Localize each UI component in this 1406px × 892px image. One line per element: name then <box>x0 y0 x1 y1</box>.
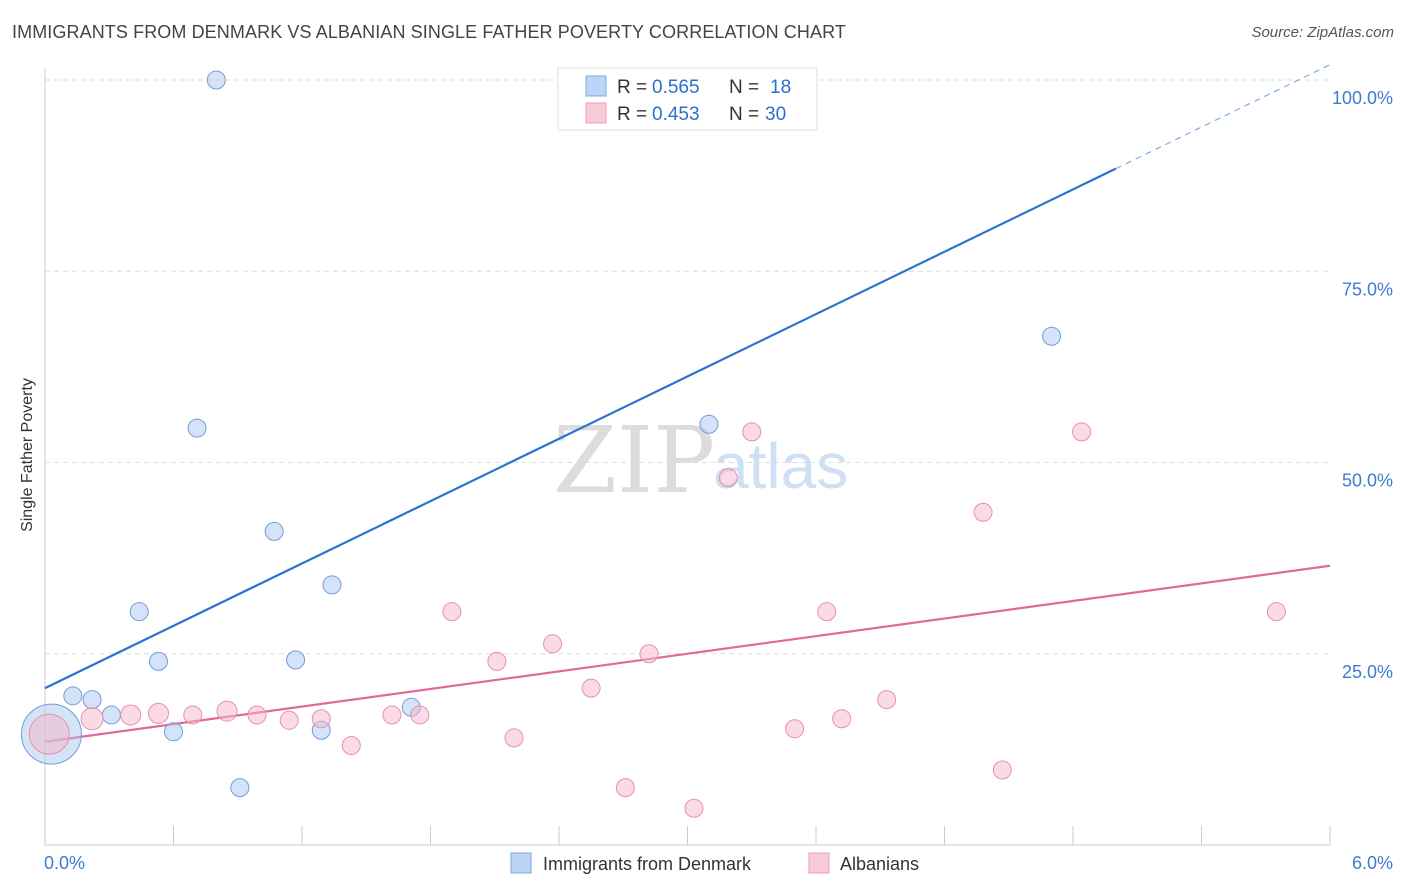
stats-swatch-albanians <box>585 102 607 124</box>
series-legend: Immigrants from Denmark Albanians <box>510 852 919 874</box>
stats-n-label-albanians: N = <box>729 104 759 125</box>
data-point-denmark <box>82 690 102 710</box>
data-point-albanians <box>742 422 762 442</box>
data-point-denmark <box>149 651 169 671</box>
data-point-denmark <box>63 686 83 706</box>
chart-title: IMMIGRANTS FROM DENMARK VS ALBANIAN SING… <box>12 22 846 42</box>
data-point-denmark <box>322 575 342 595</box>
data-point-albanians <box>504 728 524 748</box>
data-point-albanians <box>410 705 430 725</box>
data-point-albanians <box>247 705 267 725</box>
stats-r-label-denmark: R = <box>617 77 647 98</box>
data-point-albanians <box>1266 602 1286 622</box>
data-point-albanians <box>487 651 507 671</box>
data-point-albanians <box>718 468 738 488</box>
trend-line-extension-0 <box>1115 64 1331 170</box>
data-point-denmark <box>1042 326 1062 346</box>
stats-n-value-denmark: 18 <box>770 77 791 98</box>
y-tick-label: 75.0% <box>1342 279 1393 299</box>
stats-r-label-albanians: R = <box>617 104 647 125</box>
data-point-albanians <box>973 502 993 522</box>
data-point-albanians <box>1072 422 1092 442</box>
data-point-albanians <box>684 798 704 818</box>
data-point-denmark <box>101 705 121 725</box>
stats-r-value-albanians: 0.453 <box>652 104 700 125</box>
data-point-denmark <box>699 414 719 434</box>
x-tick-label: 6.0% <box>1352 853 1393 873</box>
data-point-albanians <box>543 634 563 654</box>
y-tick-label: 50.0% <box>1342 471 1393 491</box>
data-point-albanians <box>279 710 299 730</box>
watermark-atlas: atlas <box>713 430 848 502</box>
data-point-albanians <box>615 778 635 798</box>
data-point-denmark <box>230 778 250 798</box>
trend-line-0 <box>44 167 1117 690</box>
data-point-albanians <box>639 644 659 664</box>
y-tick-label: 100.0% <box>1332 88 1393 108</box>
tick-labels: 25.0% 50.0% 75.0% 100.0% 0.0% 6.0% <box>44 88 1393 873</box>
stats-legend: R = 0.565 N = 18 R = 0.453 N = 30 <box>557 67 818 131</box>
stats-n-value-albanians: 30 <box>765 104 786 125</box>
data-points <box>20 70 1286 818</box>
data-point-denmark <box>129 602 149 622</box>
source-label: Source: ZipAtlas.com <box>1251 24 1394 41</box>
data-point-albanians <box>341 736 361 756</box>
stats-swatch-denmark <box>585 75 607 97</box>
data-point-albanians <box>183 705 203 725</box>
data-point-albanians <box>382 705 402 725</box>
data-point-albanians <box>311 709 331 729</box>
data-point-albanians <box>992 760 1012 780</box>
data-point-albanians <box>120 704 142 726</box>
legend-swatch-denmark <box>510 852 532 874</box>
data-point-denmark <box>187 418 207 438</box>
legend-label-albanians: Albanians <box>840 854 919 874</box>
data-point-denmark <box>164 722 183 742</box>
data-point-albanians <box>817 602 837 622</box>
data-point-albanians <box>80 707 104 731</box>
legend-label-denmark: Immigrants from Denmark <box>543 854 752 874</box>
trend-lines <box>44 64 1331 743</box>
data-point-albanians <box>877 690 897 710</box>
stats-n-label-denmark: N = <box>729 77 759 98</box>
data-point-denmark <box>206 70 226 90</box>
data-point-denmark <box>286 650 306 670</box>
watermark: ZIP atlas <box>553 407 848 514</box>
data-point-albanians <box>442 602 462 622</box>
data-point-albanians <box>28 713 70 755</box>
data-point-albanians <box>832 709 852 729</box>
legend-swatch-albanians <box>808 852 830 874</box>
stats-r-value-denmark: 0.565 <box>652 77 700 98</box>
watermark-zip: ZIP <box>553 407 715 514</box>
data-point-albanians <box>785 719 805 739</box>
grid-lines <box>45 79 1330 655</box>
data-point-albanians <box>216 700 238 722</box>
data-point-denmark <box>264 521 284 541</box>
data-point-albanians <box>581 678 601 698</box>
y-tick-label: 25.0% <box>1342 662 1393 682</box>
x-tick-label: 0.0% <box>44 853 85 873</box>
data-point-albanians <box>148 702 170 724</box>
